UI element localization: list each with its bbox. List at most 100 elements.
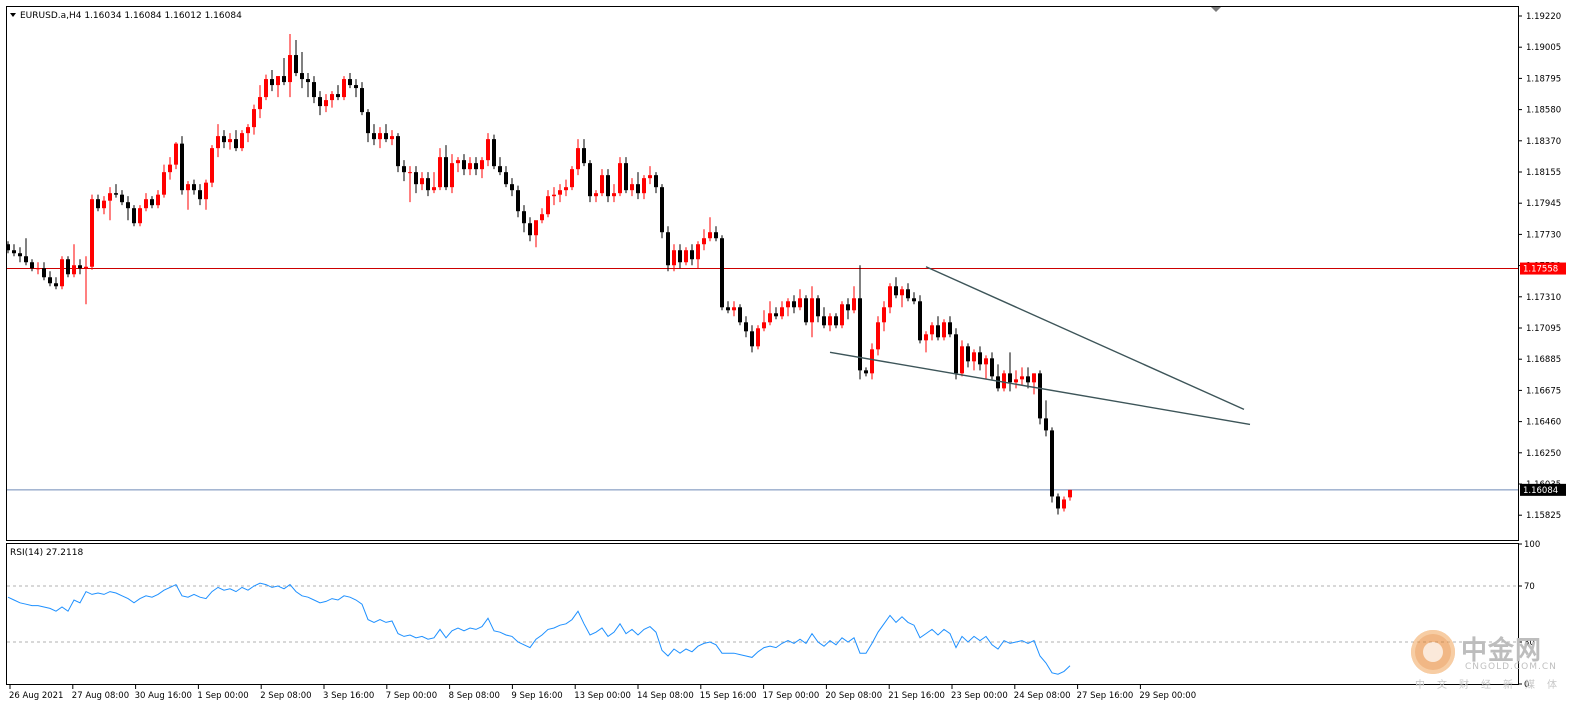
candle-body — [216, 136, 220, 149]
candle-body — [924, 334, 928, 341]
candle — [42, 262, 46, 281]
chart-shift-marker-icon[interactable] — [1211, 7, 1221, 12]
candle-body — [84, 266, 88, 269]
candle-body — [186, 184, 190, 191]
candle-body — [1044, 418, 1048, 431]
candle-body — [1020, 376, 1024, 380]
upper-trendline[interactable] — [925, 266, 1245, 411]
candle-body — [540, 214, 544, 221]
candle-body — [516, 190, 520, 212]
price-tick-label: 1.17730 — [1526, 230, 1561, 240]
candle-body — [906, 289, 910, 299]
candle-body — [324, 100, 328, 107]
candle — [276, 76, 280, 98]
candle — [1056, 493, 1060, 515]
candle-body — [660, 187, 664, 233]
candle-body — [624, 163, 628, 191]
time-tick-label: 7 Sep 00:00 — [386, 691, 437, 701]
lower-trendline[interactable] — [829, 351, 1251, 426]
time-tick-label: 2 Sep 08:00 — [260, 691, 311, 701]
candle — [204, 179, 208, 210]
candle — [432, 172, 436, 194]
price-tick-label: 1.16250 — [1526, 449, 1561, 459]
candle — [762, 310, 766, 332]
candle — [18, 247, 22, 263]
price-tick-label: 1.18795 — [1526, 74, 1561, 84]
candle — [186, 181, 190, 210]
cngold-logo-icon — [1411, 630, 1455, 674]
price-tick-label: 1.18155 — [1526, 168, 1561, 178]
candle-body — [654, 175, 658, 188]
candle-body — [678, 250, 682, 263]
candle — [84, 256, 88, 305]
candle — [546, 190, 550, 218]
candle-body — [96, 199, 100, 209]
candle-body — [492, 139, 496, 167]
candle — [828, 313, 832, 332]
candle — [708, 217, 712, 242]
time-tick-label: 3 Sep 16:00 — [323, 691, 374, 701]
candle — [48, 271, 52, 287]
candle — [414, 166, 418, 194]
candle — [390, 130, 394, 146]
candle — [594, 190, 598, 203]
candle-body — [246, 127, 250, 134]
candle — [864, 367, 868, 377]
candle-body — [372, 133, 376, 140]
candle-body — [528, 223, 532, 236]
candle-body — [954, 334, 958, 374]
symbol-dropdown-icon[interactable] — [10, 13, 16, 17]
candle — [870, 343, 874, 380]
candle-body — [354, 85, 358, 89]
candle — [90, 194, 94, 270]
candle — [666, 226, 670, 272]
candle-body — [978, 352, 982, 365]
time-tick-label: 21 Sep 16:00 — [888, 691, 945, 701]
candle — [564, 179, 568, 197]
candle — [930, 322, 934, 341]
cngold-watermark: 中金网 CNGOLD.COM.CN 中文财经新媒体 — [1411, 628, 1561, 691]
candle-body — [222, 136, 226, 143]
candle — [792, 295, 796, 314]
candle — [900, 286, 904, 308]
candle-body — [858, 298, 862, 371]
candle — [504, 166, 508, 188]
candle — [54, 277, 58, 290]
price-tick-label: 1.16675 — [1526, 386, 1561, 396]
candle-body — [102, 200, 106, 209]
candle-body — [6, 244, 10, 251]
candle-body — [642, 178, 646, 194]
candle — [834, 313, 838, 329]
candle — [402, 160, 406, 182]
candle — [342, 76, 346, 101]
candle — [1068, 489, 1072, 501]
candle-body — [900, 289, 904, 296]
candle-body — [42, 268, 46, 278]
candle-body — [234, 139, 238, 149]
candle-body — [738, 307, 742, 323]
candle — [1002, 370, 1006, 392]
candle — [648, 166, 652, 185]
candle — [102, 196, 106, 215]
candle — [774, 307, 778, 320]
candle — [138, 205, 142, 227]
candle-body — [120, 194, 124, 203]
candle-body — [618, 163, 622, 194]
candle — [954, 328, 958, 380]
candle-body — [342, 79, 346, 98]
candle-body — [786, 301, 790, 308]
candle — [408, 166, 412, 203]
candle-body — [876, 322, 880, 350]
candle — [714, 226, 718, 242]
candle-body — [264, 79, 268, 98]
candle — [894, 277, 898, 299]
watermark-sub: 中文财经新媒体 — [1415, 680, 1569, 691]
candle — [498, 157, 502, 176]
candle-body — [114, 193, 118, 195]
candle — [528, 217, 532, 242]
candle-body — [696, 244, 700, 260]
candle-body — [912, 298, 916, 302]
candle — [642, 175, 646, 200]
candle — [786, 298, 790, 317]
